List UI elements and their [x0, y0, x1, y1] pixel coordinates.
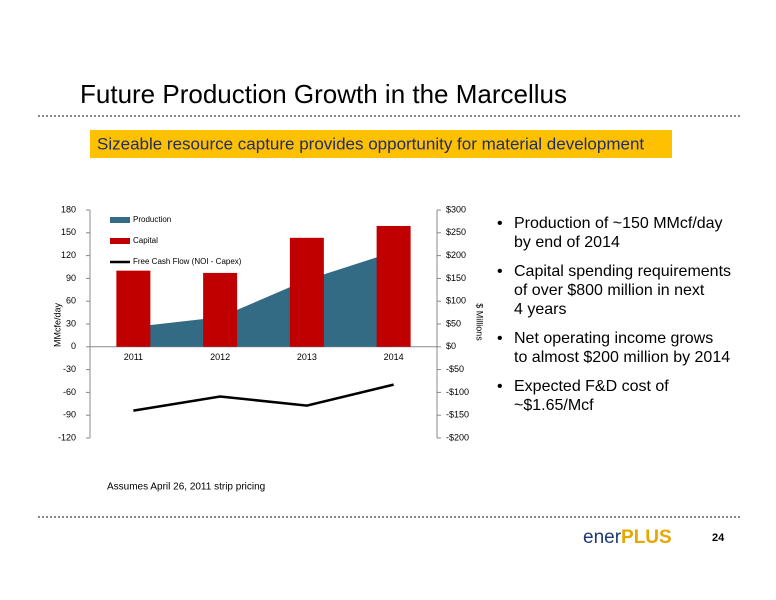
- y-tick-label: -30: [63, 364, 76, 374]
- y-tick-label: 30: [66, 318, 76, 328]
- y2-tick-label: $250: [446, 227, 466, 237]
- x-tick-label: 2011: [124, 352, 143, 362]
- bullet-line: Net operating income grows: [514, 330, 714, 347]
- x-tick-label: 2014: [384, 352, 404, 362]
- legend-swatch: [110, 217, 130, 223]
- footnote: Assumes April 26, 2011 strip pricing: [107, 482, 265, 493]
- y2-tick-label: $0: [446, 341, 456, 351]
- y-tick-label: 120: [61, 250, 76, 260]
- subtitle-box: [90, 130, 672, 158]
- legend-swatch: [110, 238, 130, 244]
- y-tick-label: 90: [66, 273, 76, 283]
- line: [133, 383, 394, 412]
- slide-title: Future Production Growth in the Marcellu…: [80, 79, 567, 109]
- logo-part: ener: [583, 527, 622, 548]
- bar: [376, 225, 411, 347]
- y-tick-label: -90: [63, 410, 76, 420]
- y-tick-label: 0: [71, 341, 76, 351]
- bar: [289, 237, 324, 347]
- legend-label: Free Cash Flow (NOI - Capex): [133, 257, 242, 266]
- bullet-line: ~$1.65/Mcf: [514, 397, 594, 414]
- bullet-line: Capital spending requirements: [514, 263, 732, 280]
- y2-tick-label: -$50: [446, 364, 464, 374]
- x-tick-label: 2013: [297, 352, 317, 362]
- y-tick-label: -120: [58, 432, 76, 442]
- bullet: Expected F&D cost of ~$1.65/Mcf: [497, 377, 757, 415]
- y2-tick-label: -$200: [446, 432, 469, 442]
- x-tick-label: 2012: [210, 352, 230, 362]
- legend-label: Production: [133, 215, 171, 224]
- bullet: Production of ~150 MMcf/day by end of 201…: [497, 214, 757, 252]
- bullet-line: by end of 2014: [514, 234, 620, 251]
- chart: -120 -90 -60 -30 0 30 60 90 120 150 180 -$200 -$150 -…: [52, 204, 484, 442]
- y2-tick-label: -$150: [446, 410, 469, 420]
- bullet-line: 4 years: [514, 301, 567, 318]
- y2-tick-label: $150: [446, 273, 466, 283]
- y-tick-label: 180: [61, 204, 76, 214]
- bullet: Net operating income grows to almost $200…: [497, 329, 757, 367]
- subtitle: Sizeable resource capture provides oppor…: [97, 134, 644, 153]
- bullet: Capital spending requirements of over $80…: [497, 262, 757, 319]
- bullet-line: Production of ~150 MMcf/day: [514, 215, 723, 232]
- page-number: 24: [712, 532, 725, 544]
- bullet-list: Production of ~150 MMcf/day by end of 201…: [497, 214, 757, 425]
- logo-part: PLUS: [621, 527, 672, 548]
- y2-axis-title: $ Millions: [475, 303, 485, 341]
- bar: [203, 272, 238, 347]
- y2-tick-label: $50: [446, 318, 461, 328]
- bullet-line: Expected F&D cost of: [514, 378, 669, 395]
- area: [133, 251, 394, 347]
- y-tick-label: 150: [61, 227, 76, 237]
- legend-label: Capital: [133, 236, 158, 245]
- y-tick-label: -60: [63, 387, 76, 397]
- bar: [116, 270, 151, 347]
- logo: enerPLUS: [583, 527, 672, 548]
- bullet-line: to almost $200 million by 2014: [514, 349, 731, 366]
- y2-tick-label: $300: [446, 204, 466, 214]
- y-axis-title: MMcfe/day: [52, 302, 62, 347]
- y2-tick-label: -$100: [446, 387, 469, 397]
- y2-tick-label: $100: [446, 296, 466, 306]
- y-tick-label: 60: [66, 296, 76, 306]
- bullet-line: of over $800 million in next: [514, 282, 705, 299]
- y2-tick-label: $200: [446, 250, 466, 260]
